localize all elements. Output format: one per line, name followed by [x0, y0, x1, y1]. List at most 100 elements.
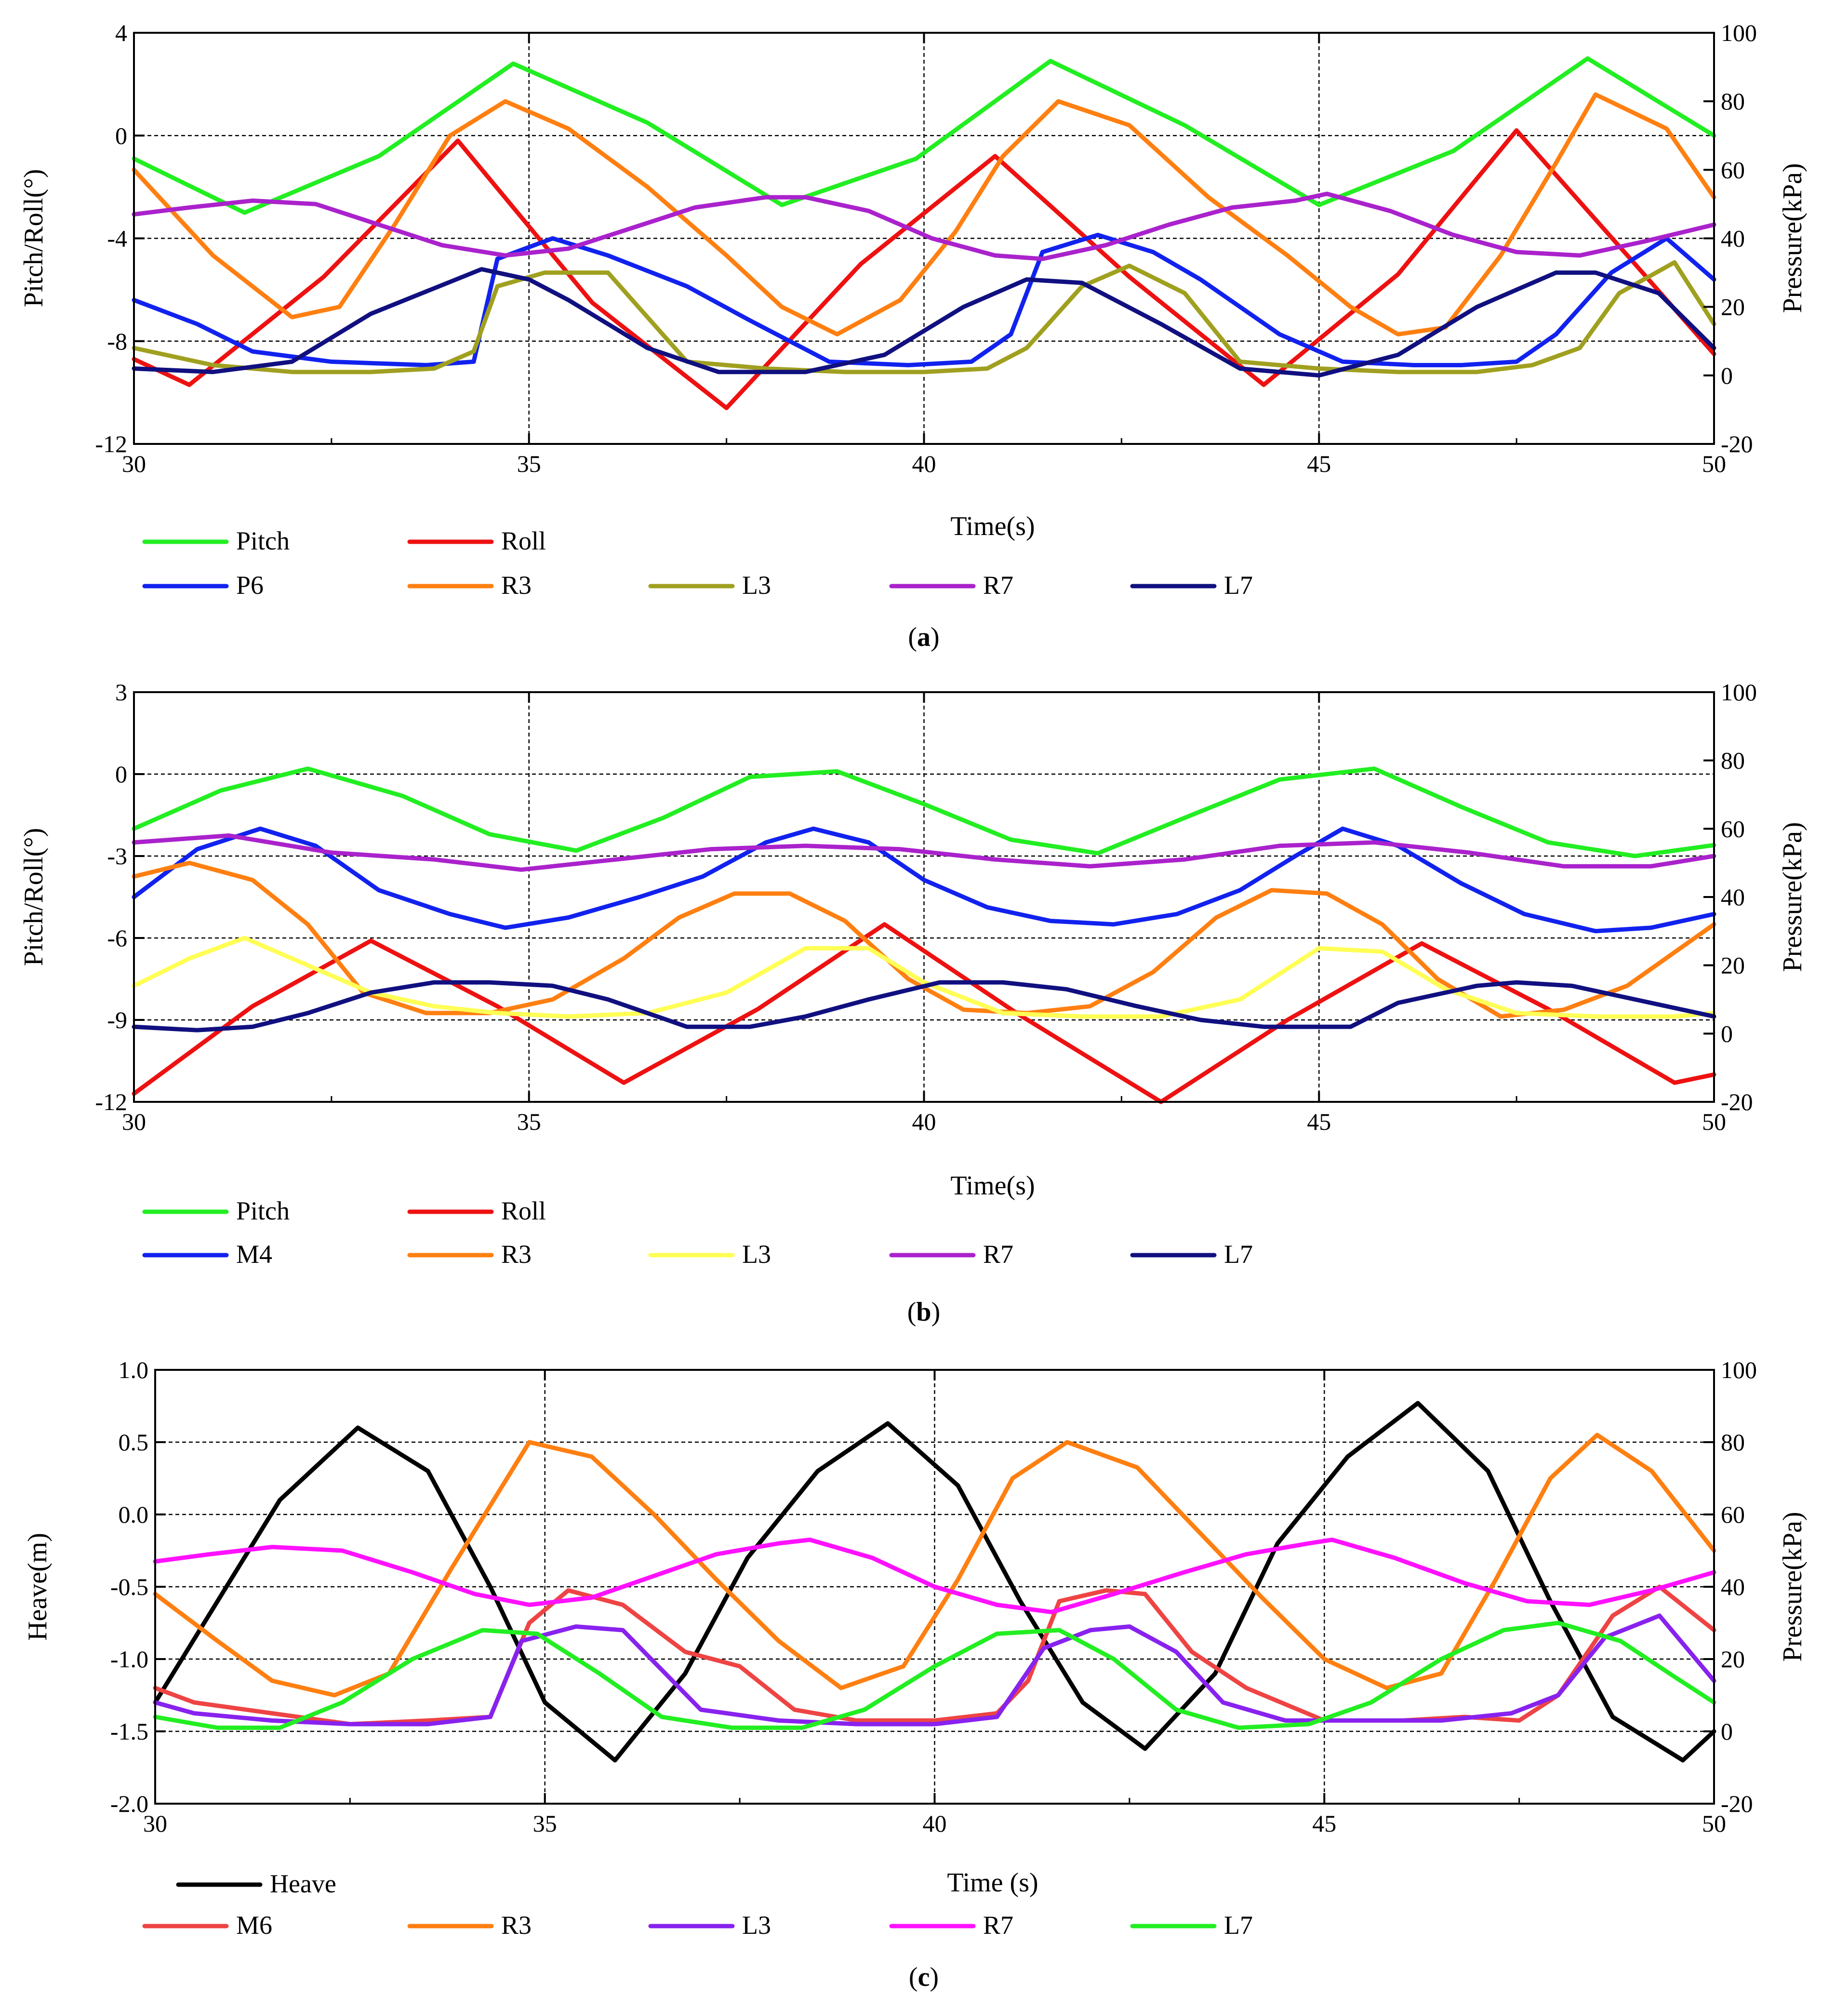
- y-right-tick-label: 0: [1721, 1020, 1733, 1047]
- x-tick-label: 50: [1702, 1108, 1726, 1135]
- x-tick-label: 40: [912, 1108, 936, 1135]
- y-left-tick-label: 1.0: [119, 1356, 149, 1383]
- y-right-tick-label: 80: [1721, 88, 1745, 115]
- x-tick-label: 50: [1702, 450, 1726, 477]
- x-tick-label: 35: [533, 1810, 557, 1837]
- x-tick-label: 45: [1307, 1108, 1331, 1135]
- y-right-tick-label: 100: [1721, 679, 1757, 706]
- x-tick-label: 45: [1307, 450, 1331, 477]
- y-right-tick-label: 40: [1721, 225, 1745, 252]
- y-right-tick-label: 80: [1721, 1429, 1745, 1456]
- panel-caption: (c): [909, 1962, 939, 1992]
- legend-label-heave: Heave: [270, 1869, 336, 1898]
- y-right-tick-label: -20: [1721, 1088, 1753, 1115]
- y-right-tick-label: 100: [1721, 19, 1757, 46]
- series-line-pitch: [132, 56, 1716, 215]
- series-line-r3: [132, 860, 1716, 1019]
- legend-label-l3: L3: [742, 571, 771, 600]
- series-line-l7: [132, 267, 1716, 378]
- charts-root: 30 35 40 45 50-12-8-404-20020406080100Time(s…: [19, 19, 1808, 1992]
- series-line-r3: [132, 92, 1716, 336]
- series-line-l7: [132, 980, 1716, 1032]
- legend-label-l3: L3: [742, 1240, 771, 1269]
- x-axis-title: Time(s): [950, 1171, 1035, 1201]
- y-left-axis-title: Pitch/Roll(°): [19, 169, 49, 308]
- series-line-heave: [153, 1401, 1716, 1763]
- y-left-tick-label: 0: [115, 761, 127, 788]
- y-left-tick-label: -3: [107, 843, 127, 870]
- y-right-tick-label: -20: [1721, 1790, 1753, 1817]
- x-tick-label: 45: [1312, 1810, 1336, 1837]
- series-line-r3: [153, 1433, 1716, 1698]
- series-line-r7: [132, 191, 1716, 261]
- series-line-r7: [153, 1538, 1716, 1614]
- y-left-tick-label: 0.5: [119, 1429, 149, 1456]
- legend-label-r7: R7: [983, 1240, 1013, 1269]
- y-right-tick-label: 0: [1721, 1718, 1733, 1745]
- legend-label-r3: R3: [501, 1911, 532, 1940]
- legend-label-roll: Roll: [501, 1196, 546, 1225]
- y-right-axis-title: Pressure(kPa): [1778, 163, 1808, 313]
- y-left-tick-label: -1.0: [110, 1646, 148, 1673]
- y-left-tick-label: -1.5: [110, 1718, 148, 1745]
- series-line-pitch: [132, 766, 1716, 858]
- y-left-tick-label: -0.5: [110, 1573, 148, 1600]
- series-line-l7: [153, 1621, 1716, 1730]
- x-tick-label: 35: [517, 450, 541, 477]
- x-tick-label: 30: [143, 1810, 167, 1837]
- x-axis-title: Time (s): [947, 1868, 1038, 1898]
- chart-panel-c: 30 35 40 45 50 -2.0 -1.5 -1.0 -0.5 0.0 0.5 1.0 -20 0 2…: [23, 1356, 1808, 1992]
- y-right-tick-label: 40: [1721, 1573, 1745, 1600]
- series-line-l3: [153, 1613, 1716, 1727]
- panel-caption: (a): [908, 622, 939, 652]
- y-left-tick-label: -12: [95, 1088, 127, 1115]
- chart-panel-b: 30 35 40 45 50 -12 -9 -6 -3 0 3 -20 0 20 40 60 80 100 Time…: [19, 679, 1808, 1327]
- y-right-tick-label: -20: [1721, 430, 1753, 457]
- x-tick-label: 40: [923, 1810, 947, 1837]
- series-line-roll: [132, 128, 1716, 410]
- legend-label-m6: M6: [236, 1911, 272, 1940]
- y-left-tick-label: 3: [115, 679, 127, 706]
- y-right-tick-label: 20: [1721, 294, 1745, 321]
- legend-label-m4: M4: [236, 1240, 272, 1269]
- y-right-axis-title: Pressure(kPa): [1778, 822, 1808, 972]
- y-right-tick-label: 20: [1721, 952, 1745, 979]
- y-left-tick-label: 0: [115, 122, 127, 149]
- x-tick-label: 30: [122, 1108, 146, 1135]
- legend-label-p6: P6: [236, 571, 264, 600]
- legend-label-pitch: Pitch: [236, 526, 290, 555]
- y-left-tick-label: -9: [107, 1006, 127, 1033]
- legend-label-l3: L3: [742, 1911, 771, 1940]
- legend-label-pitch: Pitch: [236, 1196, 290, 1225]
- legend-label-r3: R3: [501, 571, 532, 600]
- y-right-tick-label: 0: [1721, 362, 1733, 389]
- y-left-axis-title: Pitch/Roll(°): [19, 828, 49, 966]
- series-line-roll: [132, 922, 1716, 1104]
- y-right-tick-label: 60: [1721, 815, 1745, 842]
- x-tick-label: 40: [912, 450, 936, 477]
- x-tick-label: 30: [122, 450, 146, 477]
- y-right-axis-title: Pressure(kPa): [1778, 1512, 1808, 1661]
- series-line-m4: [132, 826, 1716, 934]
- x-tick-label: 50: [1702, 1810, 1726, 1837]
- y-left-tick-label: -4: [107, 225, 127, 252]
- legend-label-r7: R7: [983, 1911, 1013, 1940]
- y-right-tick-label: 60: [1721, 156, 1745, 183]
- y-right-tick-label: 80: [1721, 747, 1745, 774]
- panel-caption: (b): [907, 1297, 940, 1327]
- legend-label-l7: L7: [1224, 1240, 1253, 1269]
- legend-label-r7: R7: [983, 571, 1013, 600]
- y-right-tick-label: 40: [1721, 884, 1745, 911]
- legend-label-l7: L7: [1224, 1911, 1253, 1940]
- series-line-l3: [132, 936, 1716, 1019]
- y-left-tick-label: -12: [95, 430, 127, 457]
- y-right-tick-label: 20: [1721, 1646, 1745, 1673]
- y-left-tick-label: -8: [107, 328, 127, 355]
- y-right-tick-label: 100: [1721, 1356, 1757, 1383]
- y-left-tick-label: -6: [107, 924, 127, 951]
- chart-panel-a: 30 35 40 45 50 -12 -8 -4 0 4 -20 0 20 40 60 80 100 Time(s…: [19, 19, 1808, 652]
- y-left-tick-label: -2.0: [110, 1790, 148, 1817]
- legend-label-r3: R3: [501, 1240, 532, 1269]
- series-line-r7: [132, 833, 1716, 872]
- y-left-tick-label: 0.0: [119, 1501, 149, 1528]
